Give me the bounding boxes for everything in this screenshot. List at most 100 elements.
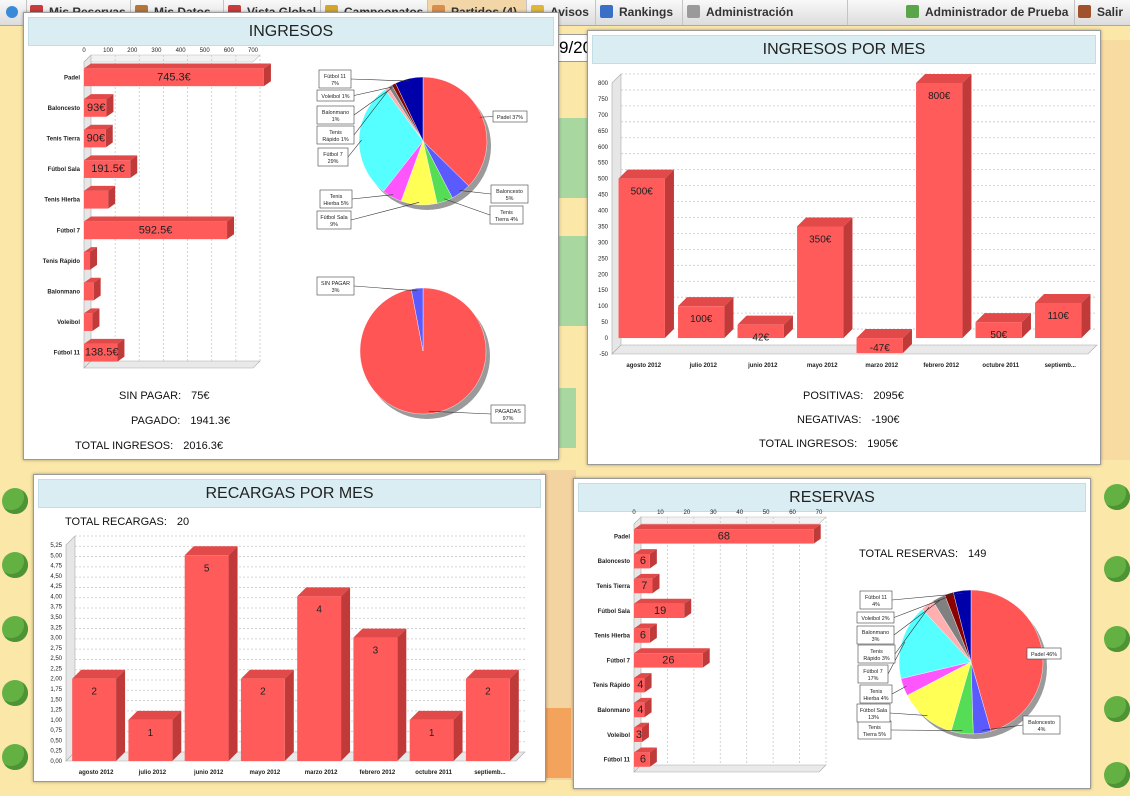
pie-label: Fútbol 7 29% <box>323 152 342 165</box>
pie-label-line: Baloncesto <box>496 189 523 195</box>
data-label: 42€ <box>752 333 769 344</box>
y-tick-label: 1,75 <box>50 687 62 693</box>
pie-label-box <box>316 125 355 145</box>
y-tick-label: 1,25 <box>50 708 62 714</box>
chart-floor <box>611 344 1098 355</box>
y-tick-label: 2,75 <box>50 646 62 652</box>
y-tick-label: 500 <box>598 177 609 183</box>
pie-label-line: Tenis <box>330 194 343 200</box>
data-label: 138.5€ <box>85 347 119 359</box>
data-label: 4 <box>637 704 643 716</box>
x-tick-label: 30 <box>710 510 717 516</box>
pie-slice <box>358 89 424 192</box>
data-label: 3 <box>636 729 642 741</box>
x-category-label: julio 2012 <box>138 770 167 776</box>
pie-label-box <box>856 625 895 645</box>
bar <box>128 719 173 761</box>
bar-top <box>72 669 126 679</box>
pie-leader-line <box>889 712 928 716</box>
y-tick-label: 550 <box>598 161 609 167</box>
y-category-label: Voleibol <box>607 733 630 739</box>
pie-label-box <box>857 644 896 664</box>
y-category-label: Balonmano <box>597 708 630 714</box>
menu-user[interactable]: Administrador de Prueba <box>902 0 1075 25</box>
x-tick-label: 50 <box>763 510 770 516</box>
pie-label: Tenis Hierba 5% <box>323 194 348 207</box>
bar-top <box>84 155 138 161</box>
y-tick-label: 0 <box>605 336 609 342</box>
y-tick-label: 3,00 <box>50 636 62 642</box>
pie-label-line: Tierra 4% <box>495 217 518 223</box>
y-tick-label: 2,25 <box>50 666 62 672</box>
bar <box>634 752 650 767</box>
y-category-label: Fútbol 7 <box>607 658 631 664</box>
pie-leader-line <box>351 194 394 200</box>
y-tick-label: 700 <box>598 113 609 119</box>
logout-button[interactable]: Salir <box>1074 0 1130 25</box>
y-tick-label: 250 <box>598 256 609 262</box>
data-label: 68 <box>718 530 730 542</box>
bar-side <box>644 697 652 718</box>
pie-label: SIN PAGAR 3% <box>321 281 350 294</box>
y-tick-label: 4,50 <box>50 574 62 580</box>
pie-label: Padel 37% <box>497 115 523 121</box>
pie-label-line: 13% <box>868 715 879 721</box>
background-block <box>545 708 571 778</box>
bar <box>634 653 703 668</box>
x-tick-label: 700 <box>248 48 259 54</box>
x-tick-label: 400 <box>176 48 187 54</box>
bar <box>634 578 653 594</box>
wrench-icon <box>687 5 700 18</box>
pie-label: Tenis Hierba 4% <box>863 689 888 702</box>
y-tick-label: 5,00 <box>50 553 62 559</box>
bar-top <box>84 94 114 100</box>
bar <box>84 343 118 362</box>
bar <box>634 678 645 693</box>
y-tick-label: 0,25 <box>50 749 62 755</box>
menu-item-rankings[interactable]: Rankings <box>596 0 683 25</box>
bar-top <box>84 247 98 253</box>
bar-top <box>856 329 912 339</box>
x-category-label: marzo 2012 <box>865 363 898 369</box>
pie-leader-line <box>443 198 491 216</box>
pie-slice <box>395 76 424 142</box>
pie-leader-line <box>893 595 950 618</box>
x-category-label: octubre 2011 <box>415 770 452 776</box>
pie-label-line: Tenis <box>500 210 513 216</box>
pie-leader-line <box>347 139 362 158</box>
ingresos-panel: INGRESOS 0 100 200 300 400 500 600 700 Padel 745.… <box>23 12 559 460</box>
pie-label-line: Fútbol 11 <box>865 595 887 601</box>
y-tick-label: 450 <box>598 193 609 199</box>
bar <box>618 178 665 339</box>
pie-label: Balonmano 1% <box>322 110 349 123</box>
y-tick-label: 3,75 <box>50 605 62 611</box>
ingresos-mes-chart: 8007507006506005505004504003503002502001… <box>598 73 1098 369</box>
pie-slice <box>953 589 972 663</box>
pie-label-box <box>317 147 349 167</box>
pie-leader-line <box>459 190 492 195</box>
chart-floor <box>633 764 827 773</box>
bar-side <box>172 710 182 761</box>
x-tick-label: 70 <box>816 510 823 516</box>
data-label: 26 <box>662 654 674 666</box>
x-category-label: agosto 2012 <box>626 363 661 369</box>
x-tick-label: 10 <box>657 510 664 516</box>
pie-label-line: Baloncesto <box>1028 720 1055 726</box>
bar-top <box>634 747 657 753</box>
y-tick-label: 400 <box>598 209 609 215</box>
bar-side <box>902 329 912 354</box>
bar-side <box>649 549 657 569</box>
pie-label-box <box>856 703 891 723</box>
menu-item-administracion[interactable]: Administración <box>683 0 848 25</box>
background-tree <box>2 744 28 770</box>
bar-side <box>783 315 793 339</box>
bar-side <box>116 669 126 761</box>
pie-label-line: Fútbol Sala <box>320 215 347 221</box>
y-tick-label: 0,75 <box>50 728 62 734</box>
pie-label-line: Voleibol 1% <box>321 94 349 100</box>
bar <box>84 68 264 87</box>
pie-label-line: Tenis <box>870 689 883 695</box>
pie-label-box <box>492 110 528 123</box>
stat-positivas: POSITIVAS: 2095€ <box>803 390 904 402</box>
y-category-label: Padel <box>64 75 80 81</box>
